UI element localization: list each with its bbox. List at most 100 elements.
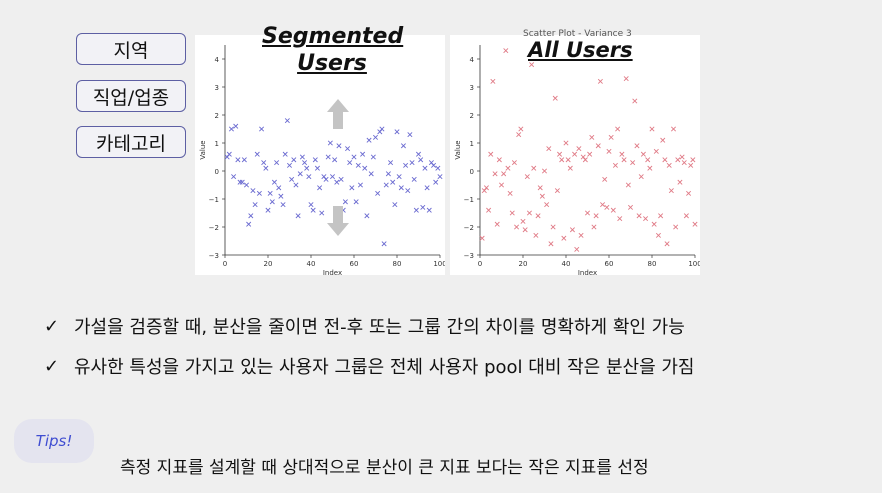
segmented-data-point [413,207,419,213]
all-users-data-point [567,165,573,171]
segmented-data-point [345,146,351,152]
bullet-item-2: ✓ 유사한 특성을 가지고 있는 사용자 그룹은 전체 사용자 pool 대비 … [44,353,694,379]
segmented-data-point [355,162,361,168]
segmented-y-axis-label: Value [199,140,207,159]
segmented-data-point [411,176,417,182]
all-users-data-point [681,160,687,166]
all-users-data-point [574,246,580,252]
all-users-data-point [522,227,528,233]
all-users-heading: All Users [528,38,633,62]
segmented-data-point [263,165,269,171]
segmented-users-heading: Segmented Users [262,23,404,77]
segmented-data-point [370,154,376,160]
segmented-y-tick-label: −3 [209,252,219,260]
segmented-data-point [338,176,344,182]
segmented-data-point [357,182,363,188]
all-users-data-point [627,204,634,210]
segmented-data-point [323,176,329,182]
segmented-data-point [403,162,409,168]
tag-region: 지역 [76,33,186,65]
segmented-data-point [297,171,303,177]
all-users-data-point [580,154,586,160]
segmented-data-point [418,157,424,163]
all-users-data-point [524,174,530,180]
scatter-plot-subtitle: Scatter Plot - Variance 3 [523,29,632,39]
all-users-data-point [533,232,539,238]
all-users-data-point [686,190,692,196]
all-users-data-point [483,185,489,191]
segmented-y-tick-label: −1 [209,196,219,204]
segmented-data-point [304,165,310,171]
segmented-users-heading-line2: Users [297,51,367,76]
segmented-data-point [435,165,441,171]
segmented-data-point [385,171,391,177]
all-users-data-point [593,213,599,219]
segmented-data-point [388,160,394,166]
all-users-y-tick-label: −1 [464,196,474,204]
all-users-data-point [647,165,653,171]
segmented-data-point [289,176,295,182]
segmented-data-point [347,160,353,166]
all-users-data-point [636,213,642,219]
segmented-data-point [366,137,372,143]
segmented-data-point [274,160,280,166]
all-users-data-point [503,48,509,54]
segmented-data-point [224,154,230,160]
all-users-data-point [582,157,588,163]
segmented-data-point [248,213,254,219]
all-users-data-point [498,182,505,188]
all-users-data-point [554,188,560,194]
segmented-data-point [276,185,282,191]
segmented-data-point [310,207,316,213]
all-users-data-point [514,224,520,230]
all-users-data-point [690,157,696,163]
all-users-data-point [660,137,666,143]
segmented-data-point [426,207,432,213]
all-users-data-point [595,143,601,149]
all-users-data-point [597,78,603,84]
all-users-data-point [494,221,500,227]
segmented-data-point [231,174,237,180]
all-users-x-tick-label: 100 [688,260,700,268]
segmented-data-point [286,162,293,168]
all-users-data-point [529,62,535,68]
all-users-data-point [490,78,496,84]
segmented-data-point [278,193,284,199]
all-users-data-point [550,224,556,230]
all-users-y-tick-label: 4 [470,56,475,64]
segmented-data-point [302,160,308,166]
segmented-data-point [420,204,426,210]
segmented-x-axis-label: Index [323,269,342,275]
segmented-users-heading-line1: Segmented [262,24,404,49]
all-users-data-point [645,157,651,163]
segmented-data-point [362,165,368,171]
all-users-data-point [492,171,498,177]
segmented-data-point [271,179,277,185]
segmented-data-point [424,185,430,191]
segmented-x-tick-label: 0 [223,260,227,268]
all-users-data-point [496,157,502,163]
all-users-y-tick-label: 1 [470,140,474,148]
all-users-data-point [688,162,694,168]
all-users-data-point [679,154,685,160]
segmented-y-tick-label: −2 [209,224,219,232]
all-users-data-point [649,126,655,132]
all-users-data-point [619,151,625,157]
all-users-data-point [535,213,541,219]
all-users-data-point [486,207,492,213]
segmented-x-tick-label: 40 [307,260,316,268]
segmented-data-point [437,174,443,180]
all-users-data-point [520,218,526,224]
all-users-data-point [589,134,595,140]
all-users-data-point [668,188,674,194]
all-users-x-tick-label: 60 [605,260,614,268]
segmented-data-point [325,154,331,160]
all-users-data-point [509,210,515,216]
all-users-data-point [526,210,532,216]
segmented-plot-background [195,35,445,275]
all-users-data-point [604,204,610,210]
all-users-data-point [569,227,575,233]
segmented-data-point [351,154,357,160]
all-users-data-point [617,216,623,222]
